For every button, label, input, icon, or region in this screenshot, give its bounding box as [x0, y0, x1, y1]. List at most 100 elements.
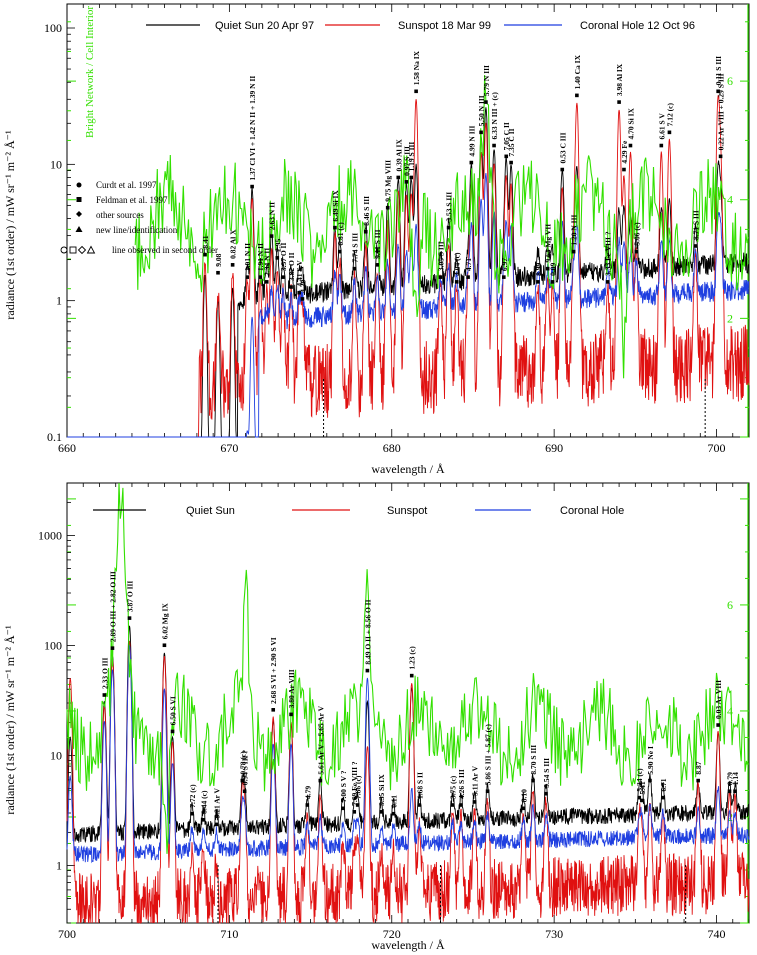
- ratio-axis-top: 2 4 6: [67, 4, 749, 438]
- line-label: 8.99: [534, 262, 543, 275]
- line-marker-icon: [622, 167, 626, 172]
- line-label: 0.94 S III ?: [241, 750, 250, 786]
- line-label: 6.49 Si IX: [331, 190, 340, 222]
- line-marker-icon: [536, 280, 540, 284]
- line-marker-icon: [230, 263, 235, 267]
- line-label: 8.70 S III: [529, 745, 538, 775]
- line-marker-icon: [242, 789, 247, 794]
- line-marker-icon: [258, 275, 263, 279]
- line-label: 9.63 Mg VII: [544, 224, 553, 263]
- legend-label-quiet-sun: Quiet Sun 20 Apr 97: [215, 20, 314, 32]
- line-marker-icon: [365, 668, 370, 673]
- line-label: 4.71: [464, 258, 473, 271]
- y-tick-label: 1: [56, 294, 62, 308]
- line-label: 2.33 O III: [100, 657, 109, 689]
- line-label: 2.63 N II: [268, 202, 277, 230]
- key-feldman: Feldman et al. 1997: [96, 195, 168, 205]
- legend-label-sunspot-bottom: Sunspot: [387, 505, 427, 517]
- line-marker-icon: [637, 795, 642, 800]
- line-label: 7.00 S V ?: [339, 770, 348, 802]
- ratio-tick-label: 2: [727, 311, 733, 325]
- line-label: 1.68 S II: [415, 772, 424, 799]
- line-marker-icon: [459, 803, 463, 807]
- key-other: other sources: [96, 210, 144, 220]
- legend-label-sunspot: Sunspot 18 Mar 99: [398, 20, 491, 32]
- x-tick-label: 660: [58, 441, 76, 455]
- line-label: 0.39 Al IX: [394, 139, 403, 172]
- line-marker-icon: [545, 266, 550, 271]
- coronal-hole-curve: [66, 645, 750, 864]
- legend-label-coronal-hole: Coronal Hole 12 Oct 96: [580, 20, 695, 32]
- line-marker-icon: [727, 789, 732, 794]
- line-label: 4.99 N III: [467, 125, 476, 156]
- line-marker-icon: [341, 806, 345, 811]
- line-label: 5.86 S III + 5.87 (c): [484, 724, 493, 786]
- line-marker-icon: [466, 275, 470, 279]
- line-label: 0.97 S III: [402, 146, 411, 176]
- line-label: 7.86 (c): [354, 775, 363, 799]
- line-label: 2.34 N II: [263, 248, 272, 276]
- line-marker-icon: [275, 256, 280, 260]
- panel-top: 2 4 6 660 670 680 690 700 0.1 1 10 100 8.41 9.08 0.8…: [3, 3, 750, 476]
- x-axis-label-top: wavelength / Å: [371, 462, 445, 476]
- line-marker-icon: [648, 778, 652, 783]
- line-marker-icon: [385, 205, 390, 210]
- legend-label-quiet-sun-bottom: Quiet Sun: [186, 505, 235, 517]
- line-label: 5.06 (c): [632, 222, 641, 246]
- line-marker-icon: [391, 811, 396, 816]
- line-label: 0.82 Al X: [229, 229, 238, 259]
- line-marker-icon: [338, 249, 342, 254]
- line-marker-icon: [693, 244, 698, 248]
- line-marker-icon: [404, 180, 409, 184]
- line-marker-icon: [605, 280, 610, 284]
- line-label: 5.41: [638, 781, 647, 794]
- line-marker-icon: [216, 270, 220, 275]
- ratio-tick-label: 4: [727, 193, 733, 207]
- line-label: 4.70 Si IX: [626, 107, 635, 139]
- legend-top: Quiet Sun 20 Apr 97 Sunspot 18 Mar 99 Co…: [146, 20, 695, 32]
- line-marker-icon: [264, 280, 269, 284]
- line-label: 9.75 Mg VIII: [384, 160, 393, 202]
- line-marker-icon: [409, 673, 414, 678]
- line-marker-icon: [617, 100, 621, 104]
- line-label: 6.81 (c): [336, 222, 345, 246]
- line-marker-icon: [417, 803, 422, 807]
- line-marker-icon: [560, 167, 565, 172]
- key-second-order: line observed in second order: [112, 245, 218, 255]
- curves-bottom: [66, 482, 750, 924]
- y-tick-label: 1: [56, 858, 62, 872]
- line-marker-icon: [240, 778, 245, 783]
- line-label: 6.61 S V: [657, 113, 666, 140]
- line-marker-icon: [269, 234, 274, 238]
- line-label: 1.91 N II: [256, 243, 265, 271]
- x-tick-label: 690: [545, 441, 563, 455]
- ratio-tick-label: 6: [727, 598, 733, 612]
- line-label: 3.80 Ar VIII: [287, 669, 296, 708]
- line-label: 5.79 N III: [482, 65, 491, 96]
- line-label: 6.71: [659, 778, 668, 791]
- quiet-sun-curve: [66, 625, 750, 844]
- line-annotations-top: 8.41 9.08 0.82 Al X 1.01 N II 1.37 Cl VI + 1…: [201, 50, 726, 301]
- line-label: 8.44 (c): [199, 790, 208, 814]
- line-marker-icon: [305, 803, 310, 807]
- line-marker-icon: [102, 693, 107, 697]
- line-marker-icon: [634, 249, 639, 254]
- x-tick-label: 670: [220, 441, 238, 455]
- line-label: 3.75 (c): [449, 775, 458, 799]
- y-tick-label: 10: [50, 748, 62, 762]
- curves-top: [67, 74, 750, 438]
- y-axis-label-bottom: radiance (1st order) / mW sr⁻¹ m⁻² Å⁻¹: [3, 625, 17, 815]
- line-marker-icon: [485, 789, 490, 794]
- x-tick-label: 700: [58, 927, 76, 941]
- line-marker-icon: [333, 225, 337, 230]
- x-tick-label: 730: [545, 927, 563, 941]
- line-label: 0.79: [726, 772, 735, 785]
- line-label: 7.69 Fe VIII ?: [350, 761, 359, 806]
- legend-bottom: Quiet Sun Sunspot Coronal Hole: [93, 505, 624, 517]
- line-label: 5.24 (c): [635, 768, 644, 792]
- y-tick-label: 100: [44, 21, 62, 35]
- line-marker-icon: [571, 249, 576, 254]
- line-marker-icon: [640, 798, 644, 803]
